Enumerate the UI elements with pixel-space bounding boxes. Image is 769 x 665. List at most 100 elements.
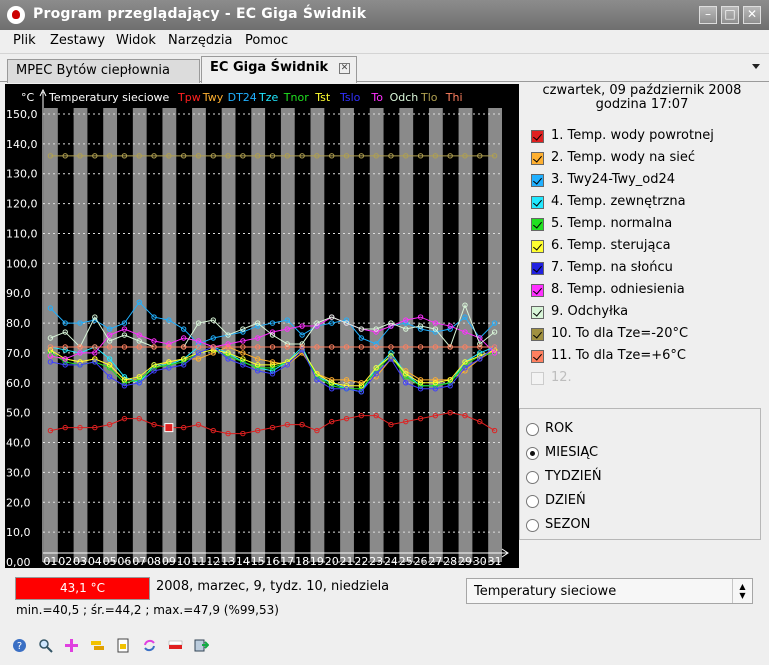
day-column: [399, 108, 414, 562]
data-point: [462, 344, 468, 350]
data-point: [62, 424, 68, 431]
legend-item[interactable]: 3. Twy24-Twy_od24: [530, 171, 760, 193]
data-point: [136, 153, 142, 159]
series-line: [50, 346, 495, 393]
minimize-button[interactable]: –: [699, 6, 717, 24]
radio-circle[interactable]: [526, 471, 539, 484]
data-point: [417, 344, 424, 350]
legend-checkbox[interactable]: [531, 196, 544, 209]
y-tick-label: 140,0: [6, 138, 38, 151]
help-icon[interactable]: ?: [12, 638, 27, 653]
menu-zestawy[interactable]: Zestawy: [50, 33, 106, 48]
radio-circle[interactable]: [526, 519, 539, 532]
close-button[interactable]: ✕: [743, 6, 761, 24]
radio-circle[interactable]: [526, 447, 539, 460]
flag-icon[interactable]: [168, 638, 183, 653]
legend-checkbox[interactable]: [531, 262, 544, 275]
menu-plik[interactable]: Plik: [13, 33, 36, 48]
title-bar: Program przeglądający - EC Giga Świdnik …: [0, 0, 769, 30]
export-icon[interactable]: [194, 638, 209, 653]
legend-checkbox[interactable]: [531, 152, 544, 165]
legend-item[interactable]: 1. Temp. wody powrotnej: [530, 127, 760, 149]
data-point: [462, 365, 468, 371]
legend-checkbox[interactable]: [531, 218, 544, 231]
radio-circle[interactable]: [526, 423, 539, 436]
data-point: [151, 314, 157, 320]
legend-checkbox[interactable]: [531, 306, 544, 319]
data-point: [388, 153, 394, 159]
menu-widok[interactable]: Widok: [116, 33, 156, 48]
period-radio-dzień[interactable]: DZIEŃ: [526, 493, 726, 513]
data-point: [329, 418, 335, 425]
search-icon[interactable]: [38, 638, 53, 653]
dataset-select[interactable]: Temperatury sieciowe ▲ ▼: [466, 578, 753, 604]
dataset-select-value: Temperatury sieciowe: [474, 584, 617, 599]
refresh-icon[interactable]: [142, 638, 157, 653]
chart-panel[interactable]: 0,00 10,0 20,0 30,0 40,0 50,0 60,0 70,0 80,0 90,0…: [5, 84, 519, 568]
data-point: [403, 380, 409, 386]
add-icon[interactable]: [64, 638, 79, 653]
legend-checkbox[interactable]: [531, 130, 544, 143]
y-axis-arrow: [39, 88, 47, 97]
legend-item[interactable]: 4. Temp. zewnętrzna: [530, 193, 760, 215]
period-radio-miesiąc[interactable]: MIESIĄC: [526, 445, 726, 465]
legend-checkbox[interactable]: [531, 350, 544, 363]
menu-narzedzia[interactable]: Narzędzia: [168, 33, 233, 48]
data-point: [403, 344, 409, 350]
data-point: [477, 353, 483, 359]
data-point: [417, 415, 424, 422]
tab-list-icon[interactable]: [752, 64, 760, 69]
x-tick-label: 05: [103, 555, 117, 568]
data-point: [47, 335, 54, 341]
data-point: [121, 380, 128, 386]
tab-ec-giga-swidnik[interactable]: EC Giga Świdnik ✕: [201, 56, 357, 83]
day-column: [369, 108, 384, 562]
legend-checkbox[interactable]: [531, 284, 544, 297]
x-tick-label: 25: [399, 555, 413, 568]
period-radio-rok[interactable]: ROK: [526, 421, 726, 441]
legend-item[interactable]: 12.: [530, 369, 760, 391]
legend-item[interactable]: 7. Temp. na słońcu: [530, 259, 760, 281]
legend-checkbox[interactable]: [531, 372, 544, 385]
data-point: [269, 320, 276, 326]
legend-item[interactable]: 8. Temp. odniesienia: [530, 281, 760, 303]
data-point: [166, 153, 172, 159]
data-point: [151, 421, 157, 428]
legend-checkbox[interactable]: [531, 240, 544, 253]
data-point: [269, 153, 276, 159]
transfer-icon[interactable]: [90, 638, 105, 653]
x-tick-label: 31: [488, 555, 502, 568]
y-tick-label: 110,0: [6, 227, 38, 240]
legend-item[interactable]: 9. Odchyłka: [530, 303, 760, 325]
legend-item[interactable]: 6. Temp. sterująca: [530, 237, 760, 259]
data-point: [417, 314, 424, 320]
series-code-label: Twy: [202, 91, 224, 104]
legend-checkbox[interactable]: [531, 328, 544, 341]
data-point: [432, 320, 439, 326]
temperature-chart[interactable]: 0,00 10,0 20,0 30,0 40,0 50,0 60,0 70,0 80,0 90,0…: [5, 84, 519, 568]
legend-checkbox[interactable]: [531, 174, 544, 187]
tab-mpec-bytow[interactable]: MPEC Bytów ciepłownia: [7, 59, 200, 83]
data-point: [166, 362, 172, 368]
data-point: [62, 359, 68, 365]
menu-pomoc[interactable]: Pomoc: [245, 33, 289, 48]
page-icon[interactable]: [116, 638, 131, 653]
data-point: [136, 377, 142, 383]
day-column: [44, 108, 58, 562]
data-point: [388, 421, 394, 428]
data-point: [62, 320, 68, 326]
data-point: [358, 344, 365, 350]
legend-item[interactable]: 11. To dla Tze=+6°C: [530, 347, 760, 369]
legend-item[interactable]: 2. Temp. wody na sieć: [530, 149, 760, 171]
data-point: [417, 377, 424, 383]
data-point: [240, 344, 246, 350]
legend-label: 6. Temp. sterująca: [551, 238, 671, 253]
series-line: [50, 412, 495, 435]
legend-item[interactable]: 10. To dla Tze=-20°C: [530, 325, 760, 347]
period-radio-sezon[interactable]: SEZON: [526, 517, 726, 537]
maximize-button[interactable]: □: [721, 6, 739, 24]
legend-item[interactable]: 5. Temp. normalna: [530, 215, 760, 237]
period-radio-tydzień[interactable]: TYDZIEŃ: [526, 469, 726, 489]
radio-circle[interactable]: [526, 495, 539, 508]
close-tab-icon[interactable]: ✕: [339, 63, 350, 74]
